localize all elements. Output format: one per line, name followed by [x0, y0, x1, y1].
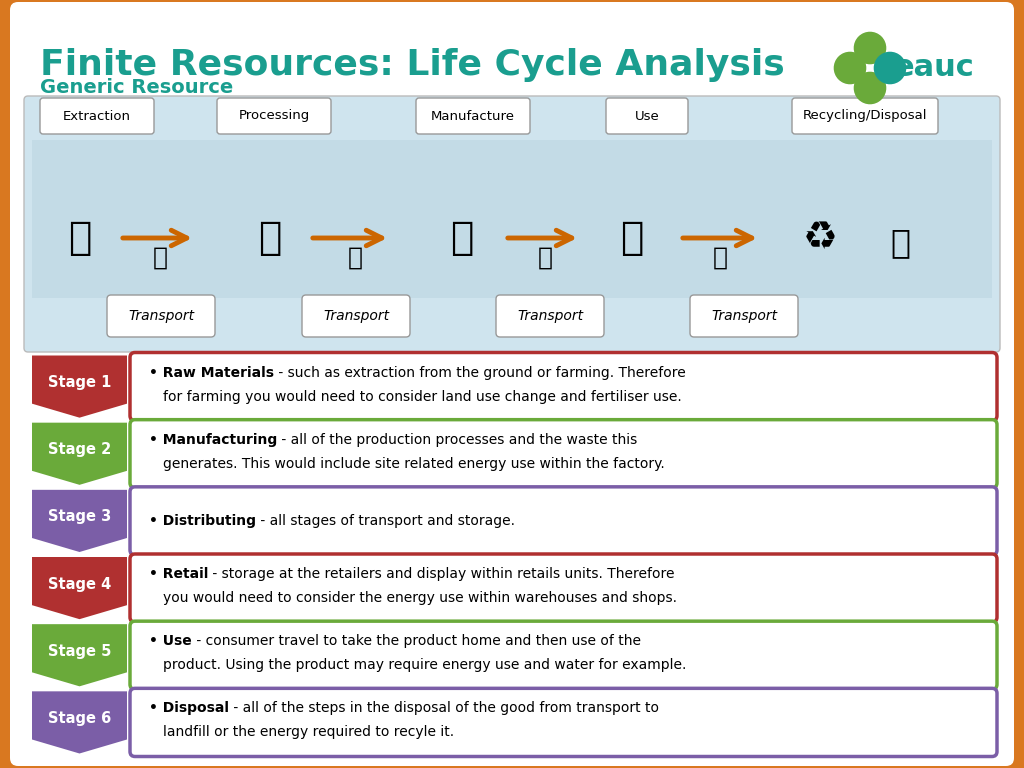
- Text: 🏭: 🏭: [451, 219, 474, 257]
- Text: • Disposal: • Disposal: [150, 701, 229, 716]
- Text: - all of the steps in the disposal of the good from transport to: - all of the steps in the disposal of th…: [229, 701, 659, 716]
- Text: Transport: Transport: [711, 309, 777, 323]
- Polygon shape: [32, 624, 127, 687]
- Text: - such as extraction from the ground or farming. Therefore: - such as extraction from the ground or …: [274, 366, 686, 379]
- Text: 🚛: 🚛: [347, 246, 362, 270]
- Text: Stage 3: Stage 3: [48, 509, 112, 525]
- Circle shape: [835, 52, 865, 84]
- FancyBboxPatch shape: [130, 487, 997, 555]
- FancyBboxPatch shape: [32, 140, 992, 298]
- Text: Recycling/Disposal: Recycling/Disposal: [803, 110, 928, 123]
- Text: Use: Use: [635, 110, 659, 123]
- Text: Stage 2: Stage 2: [48, 442, 112, 457]
- Polygon shape: [32, 691, 127, 753]
- FancyBboxPatch shape: [496, 295, 604, 337]
- FancyBboxPatch shape: [217, 98, 331, 134]
- Text: 👥: 👥: [621, 219, 644, 257]
- Circle shape: [874, 52, 905, 84]
- Polygon shape: [32, 557, 127, 619]
- Text: Stage 1: Stage 1: [48, 375, 112, 390]
- FancyBboxPatch shape: [40, 98, 154, 134]
- Text: • Manufacturing: • Manufacturing: [150, 432, 278, 447]
- Text: ♻: ♻: [803, 219, 838, 257]
- Text: 🌳: 🌳: [69, 219, 92, 257]
- Text: generates. This would include site related energy use within the factory.: generates. This would include site relat…: [163, 457, 665, 471]
- Polygon shape: [32, 490, 127, 552]
- Text: 🚛: 🚛: [538, 246, 553, 270]
- Circle shape: [854, 72, 886, 104]
- FancyBboxPatch shape: [416, 98, 530, 134]
- Text: - storage at the retailers and display within retails units. Therefore: - storage at the retailers and display w…: [208, 567, 675, 581]
- Text: - all stages of transport and storage.: - all stages of transport and storage.: [256, 514, 515, 528]
- Text: Stage 4: Stage 4: [48, 577, 112, 591]
- Text: • Distributing: • Distributing: [150, 514, 256, 528]
- FancyBboxPatch shape: [130, 554, 997, 622]
- Text: 🚛: 🚛: [153, 246, 168, 270]
- Text: you would need to consider the energy use within warehouses and shops.: you would need to consider the energy us…: [163, 591, 677, 605]
- FancyBboxPatch shape: [302, 295, 410, 337]
- FancyBboxPatch shape: [606, 98, 688, 134]
- Text: eauc: eauc: [894, 54, 975, 82]
- Text: Transport: Transport: [517, 309, 583, 323]
- Polygon shape: [32, 356, 127, 418]
- Text: Transport: Transport: [128, 309, 195, 323]
- FancyBboxPatch shape: [130, 621, 997, 690]
- Text: ⛰: ⛰: [890, 227, 910, 260]
- Text: for farming you would need to consider land use change and fertiliser use.: for farming you would need to consider l…: [163, 389, 682, 403]
- Text: Extraction: Extraction: [63, 110, 131, 123]
- FancyBboxPatch shape: [690, 295, 798, 337]
- Text: product. Using the product may require energy use and water for example.: product. Using the product may require e…: [163, 658, 686, 672]
- Text: • Use: • Use: [150, 634, 191, 648]
- Text: Stage 6: Stage 6: [48, 711, 112, 726]
- Text: - all of the production processes and the waste this: - all of the production processes and th…: [278, 432, 638, 447]
- FancyBboxPatch shape: [130, 353, 997, 421]
- FancyBboxPatch shape: [130, 688, 997, 756]
- Text: 🚛: 🚛: [713, 246, 727, 270]
- FancyBboxPatch shape: [130, 419, 997, 488]
- Circle shape: [854, 32, 886, 64]
- Text: Stage 5: Stage 5: [48, 644, 112, 659]
- Text: Transport: Transport: [323, 309, 389, 323]
- Text: Generic Resource: Generic Resource: [40, 78, 233, 97]
- Text: - consumer travel to take the product home and then use of the: - consumer travel to take the product ho…: [191, 634, 641, 648]
- Text: • Retail: • Retail: [150, 567, 208, 581]
- Text: • Raw Materials: • Raw Materials: [150, 366, 274, 379]
- Polygon shape: [32, 422, 127, 485]
- Text: Finite Resources: Life Cycle Analysis: Finite Resources: Life Cycle Analysis: [40, 48, 784, 82]
- FancyBboxPatch shape: [24, 96, 1000, 352]
- Text: Processing: Processing: [239, 110, 309, 123]
- Text: landfill or the energy required to recyle it.: landfill or the energy required to recyl…: [163, 726, 454, 740]
- FancyBboxPatch shape: [106, 295, 215, 337]
- FancyBboxPatch shape: [10, 2, 1014, 766]
- Text: 🏭: 🏭: [258, 219, 282, 257]
- Text: Manufacture: Manufacture: [431, 110, 515, 123]
- FancyBboxPatch shape: [792, 98, 938, 134]
